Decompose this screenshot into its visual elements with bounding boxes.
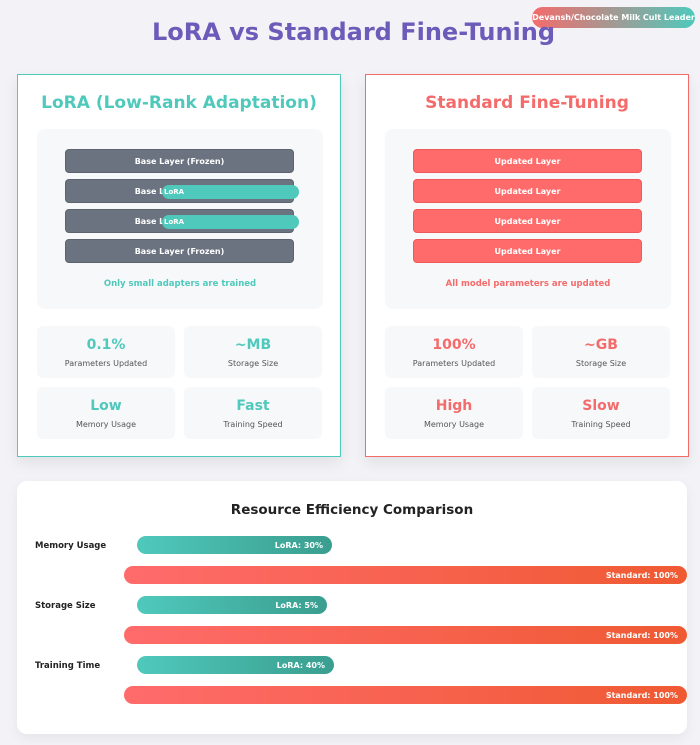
layer-label: Base Layer (Frozen) (134, 156, 225, 166)
bar-label: Standard: 100% (605, 630, 678, 640)
stat-label: Memory Usage (423, 420, 484, 429)
layer-label: Base Layer (Frozen) (134, 246, 225, 256)
bar-label: LoRA: 5% (275, 600, 318, 610)
stat-label: Training Speed (571, 420, 631, 429)
comparison-title: Resource Efficiency Comparison (230, 502, 474, 518)
bar-label: Standard: 100% (605, 690, 678, 700)
metric-label: Training Time (35, 661, 101, 671)
page-title: LoRA vs Standard Fine-Tuning (151, 18, 556, 46)
standard-panel-title: Standard Fine-Tuning (425, 93, 629, 113)
stat-training-speed: Slow Training Speed (532, 387, 670, 439)
stat-label: Storage Size (575, 359, 627, 368)
standard-panel: Standard Fine-Tuning Updated Layer Updat… (365, 74, 689, 457)
lora-layers-diagram: Base Layer (Frozen) Base Layer (Frozen) … (37, 129, 323, 309)
adapter-label: LoRA (164, 218, 185, 226)
stat-memory-usage: High Memory Usage (385, 387, 523, 439)
stat-value: Low (90, 398, 122, 414)
stat-parameters-updated: 0.1% Parameters Updated (37, 326, 175, 378)
stat-label: Training Speed (223, 420, 283, 429)
stat-value: 0.1% (86, 337, 126, 353)
stat-label: Parameters Updated (412, 359, 496, 368)
stat-value: Slow (582, 398, 620, 414)
standard-bar: Standard: 100% (124, 566, 687, 584)
stat-value: High (435, 398, 473, 414)
lora-adapter: LoRA (162, 185, 299, 199)
standard-bar: Standard: 100% (124, 686, 687, 704)
stat-value: ~GB (584, 337, 618, 353)
stat-storage-size: ~MB Storage Size (184, 326, 322, 378)
updated-layer: Updated Layer (413, 239, 642, 263)
lora-bar: LoRA: 5% (137, 596, 327, 614)
stat-value: Fast (236, 398, 270, 414)
stat-value: 100% (432, 337, 476, 353)
standard-layers-diagram: Updated Layer Updated Layer Updated Laye… (385, 129, 671, 309)
updated-layer: Updated Layer (413, 149, 642, 173)
bar-label: Standard: 100% (605, 570, 678, 580)
stat-value: ~MB (234, 337, 272, 353)
frozen-base-layer: Base Layer (Frozen) LoRA (65, 179, 299, 203)
lora-adapter: LoRA (162, 215, 299, 229)
lora-bar: LoRA: 30% (137, 536, 332, 554)
stat-label: Parameters Updated (64, 359, 148, 368)
updated-layer: Updated Layer (413, 209, 642, 233)
frozen-base-layer: Base Layer (Frozen) LoRA (65, 209, 299, 233)
lora-panel-title: LoRA (Low-Rank Adaptation) (41, 93, 317, 113)
frozen-base-layer: Base Layer (Frozen) (65, 149, 294, 173)
lora-bar: LoRA: 40% (137, 656, 334, 674)
frozen-base-layer: Base Layer (Frozen) (65, 239, 294, 263)
lora-panel: LoRA (Low-Rank Adaptation) Base Layer (F… (17, 74, 341, 457)
bar-label: LoRA: 40% (276, 660, 325, 670)
resource-comparison-card: Resource Efficiency Comparison Memory Us… (17, 481, 687, 734)
lora-caption: Only small adapters are trained (103, 279, 257, 289)
adapter-label: LoRA (164, 188, 185, 196)
metric-label: Memory Usage (35, 541, 107, 551)
metric-label: Storage Size (35, 601, 96, 611)
standard-caption: All model parameters are updated (445, 279, 611, 289)
stat-memory-usage: Low Memory Usage (37, 387, 175, 439)
stat-label: Memory Usage (75, 420, 136, 429)
stat-parameters-updated: 100% Parameters Updated (385, 326, 523, 378)
stat-storage-size: ~GB Storage Size (532, 326, 670, 378)
updated-layer: Updated Layer (413, 179, 642, 203)
bar-label: LoRA: 30% (274, 540, 323, 550)
standard-bar: Standard: 100% (124, 626, 687, 644)
author-badge: Devansh/Chocolate Milk Cult Leader (532, 7, 695, 28)
stat-label: Storage Size (227, 359, 279, 368)
stat-training-speed: Fast Training Speed (184, 387, 322, 439)
